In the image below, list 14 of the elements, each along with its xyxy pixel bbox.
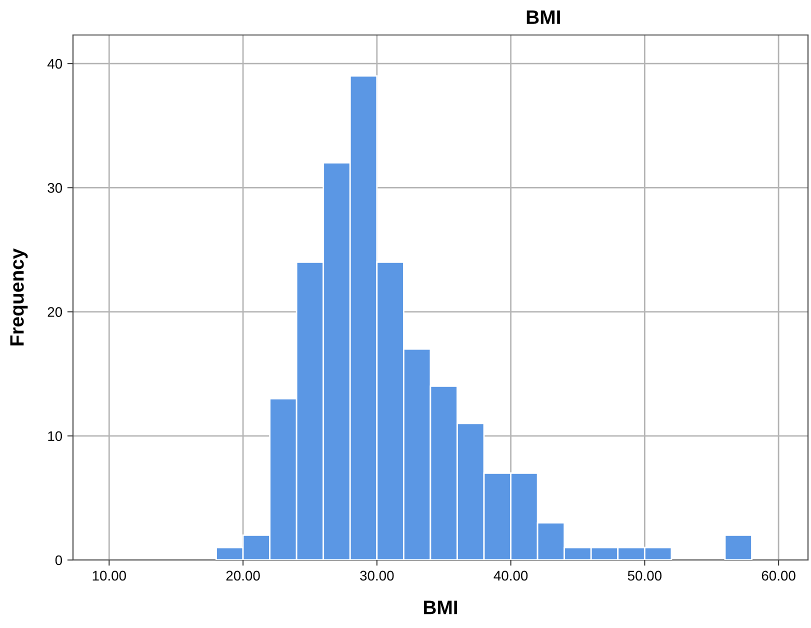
x-tick-label: 30.00	[360, 570, 394, 581]
y-tick-label: 30	[48, 182, 62, 193]
x-tick-label: 20.00	[226, 570, 260, 581]
x-tick-label: 60.00	[762, 570, 796, 581]
x-tick-label: 40.00	[494, 570, 528, 581]
y-tick-label: 10	[48, 431, 62, 442]
chart-title: BMI	[526, 10, 560, 24]
x-tick-label: 10.00	[92, 570, 126, 581]
x-axis-title: BMI	[424, 600, 458, 614]
y-axis-title: Frequency	[10, 248, 28, 346]
y-tick-label: 40	[47, 58, 62, 69]
x-tick-label: 50.00	[628, 570, 662, 581]
y-tick-label: 20	[48, 307, 62, 317]
y-tick-label: 0	[55, 555, 62, 566]
